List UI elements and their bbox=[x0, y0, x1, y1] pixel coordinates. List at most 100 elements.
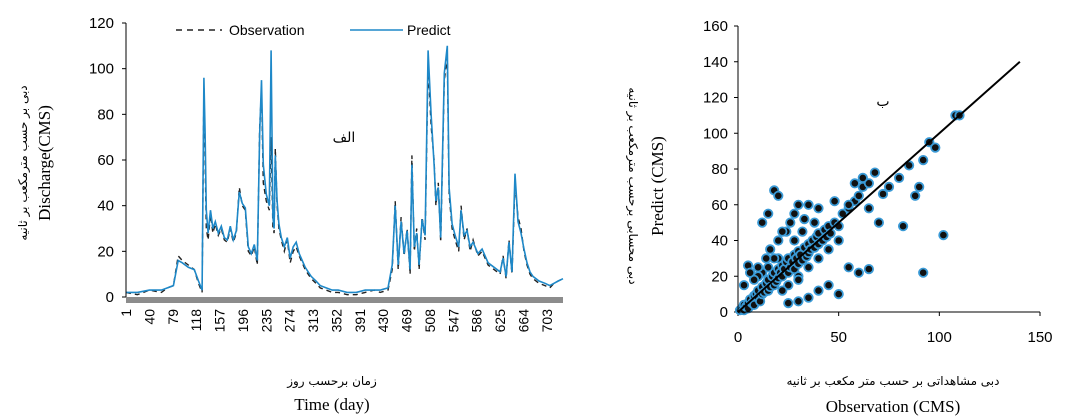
scatter-point bbox=[783, 280, 794, 291]
y-tick-label: 100 bbox=[89, 61, 114, 78]
y-axis-ticks: 0 20 40 60 80 100 120 140 160 bbox=[703, 18, 738, 321]
y-tick-label: 80 bbox=[711, 161, 728, 178]
x-axis-label: Time (day) bbox=[294, 395, 369, 414]
legend: Observation Predict bbox=[176, 22, 451, 38]
scatter-point bbox=[803, 292, 814, 303]
scatter-point bbox=[744, 267, 756, 278]
scatter-point bbox=[777, 285, 788, 296]
x-tick-label: 274 bbox=[282, 309, 298, 333]
x-tick-label: 150 bbox=[1027, 329, 1052, 346]
scatter-point bbox=[883, 181, 895, 192]
scatter-point bbox=[829, 196, 840, 207]
legend-observation-label: Observation bbox=[229, 22, 304, 38]
scatter-point bbox=[853, 190, 864, 201]
scatter-point bbox=[910, 190, 921, 201]
y-tick-label: 120 bbox=[703, 90, 728, 107]
scatter-point bbox=[803, 199, 814, 210]
y-tick-label: 20 bbox=[711, 268, 728, 285]
scatter-point bbox=[914, 181, 925, 192]
x-tick-label: 79 bbox=[165, 309, 181, 325]
scatter-point bbox=[918, 155, 929, 166]
scatter-point bbox=[793, 199, 804, 210]
scatter-point bbox=[783, 297, 794, 309]
x-tick-label: 313 bbox=[305, 309, 321, 333]
y-axis-label-fa: دبی محسابی برحسب مترمکعب بر ثانیه bbox=[625, 87, 640, 284]
scatter-point bbox=[918, 267, 929, 278]
x-tick-label: 235 bbox=[258, 309, 274, 333]
series-line-observation bbox=[125, 57, 564, 296]
scatter-point bbox=[777, 226, 788, 237]
legend-predict-label: Predict bbox=[407, 22, 451, 38]
y-tick-label: 60 bbox=[711, 197, 728, 214]
x-tick-label: 508 bbox=[422, 309, 438, 333]
x-axis-label: Observation (CMS) bbox=[826, 397, 961, 416]
x-tick-label: 625 bbox=[492, 309, 508, 333]
scatter-point bbox=[863, 178, 875, 189]
x-tick-label: 586 bbox=[469, 309, 485, 333]
scatter-point bbox=[893, 172, 905, 183]
x-tick-label: 40 bbox=[141, 309, 157, 325]
x-tick-label: 469 bbox=[399, 309, 415, 333]
x-axis-ticks: 0 50 100 150 bbox=[734, 312, 1053, 346]
y-axis-label: Predict (CMS) bbox=[648, 136, 667, 236]
y-axis-label: Discharge(CMS) bbox=[35, 105, 54, 221]
scatter-point bbox=[813, 203, 824, 214]
x-axis-label-fa: دبی مشاهداتی بر حسب متر مکعب بر ثانیه bbox=[787, 374, 1000, 389]
scatter-point bbox=[863, 203, 875, 214]
scatter-point bbox=[785, 217, 796, 228]
x-tick-label: 547 bbox=[445, 309, 461, 333]
scatter-point bbox=[833, 288, 844, 300]
scatter-point bbox=[773, 190, 784, 201]
fit-line bbox=[737, 61, 1021, 313]
y-tick-label: 140 bbox=[703, 54, 728, 71]
scatter-point bbox=[897, 221, 909, 232]
x-tick-label: 391 bbox=[352, 309, 368, 333]
x-tick-label: 430 bbox=[375, 309, 391, 333]
x-axis-label-fa: زمان برحسب روز bbox=[286, 374, 377, 389]
x-axis-ticks: 1 40 79 118 157 196 235 274 313 352 391 430 469 508 54… bbox=[118, 309, 555, 333]
scatter-point bbox=[803, 262, 814, 273]
scatter-point bbox=[833, 235, 844, 246]
scatter-point bbox=[938, 230, 949, 241]
scatter-point bbox=[763, 208, 774, 219]
scatter-point bbox=[763, 262, 774, 273]
x-tick-label: 157 bbox=[212, 309, 228, 333]
x-tick-label: 703 bbox=[539, 309, 555, 333]
scatter-point bbox=[849, 178, 860, 189]
scatter-point bbox=[761, 253, 772, 264]
y-tick-label: 160 bbox=[703, 18, 728, 35]
scatter-point bbox=[797, 226, 808, 237]
panel-label-b: ب bbox=[876, 94, 889, 110]
y-tick-label: 0 bbox=[720, 304, 728, 321]
scatter-point bbox=[813, 253, 824, 264]
scatter-point bbox=[823, 280, 834, 291]
x-tick-label: 0 bbox=[734, 329, 742, 346]
y-tick-label: 60 bbox=[97, 152, 114, 169]
x-tick-label: 1 bbox=[118, 309, 134, 317]
scatter-point bbox=[773, 235, 784, 246]
scatter-point bbox=[857, 172, 868, 183]
scatter-chart: 0 20 40 60 80 100 120 140 160 0 50 100 150 ب دبی مح… bbox=[625, 18, 1053, 416]
y-axis-ticks: 0 20 40 60 80 100 120 bbox=[89, 15, 126, 306]
y-tick-label: 40 bbox=[711, 233, 728, 250]
series-line-predict bbox=[126, 45, 564, 294]
scatter-point bbox=[799, 214, 810, 225]
y-tick-label: 0 bbox=[106, 289, 114, 306]
x-tick-label: 118 bbox=[188, 309, 204, 332]
scatter-point bbox=[869, 167, 881, 178]
scatter-point bbox=[752, 262, 764, 273]
scatter-point bbox=[789, 208, 800, 219]
scatter-point bbox=[738, 280, 750, 291]
y-tick-label: 100 bbox=[703, 125, 728, 142]
scatter-point bbox=[813, 285, 824, 296]
scatter-point bbox=[823, 244, 834, 255]
scatter-point bbox=[757, 217, 768, 228]
y-tick-label: 20 bbox=[97, 243, 114, 260]
scatter-point bbox=[793, 296, 804, 307]
y-tick-label: 120 bbox=[89, 15, 114, 32]
scatter-point bbox=[809, 217, 820, 228]
x-axis-band bbox=[126, 297, 563, 303]
series-group bbox=[125, 45, 564, 296]
scatter-point bbox=[765, 244, 776, 255]
